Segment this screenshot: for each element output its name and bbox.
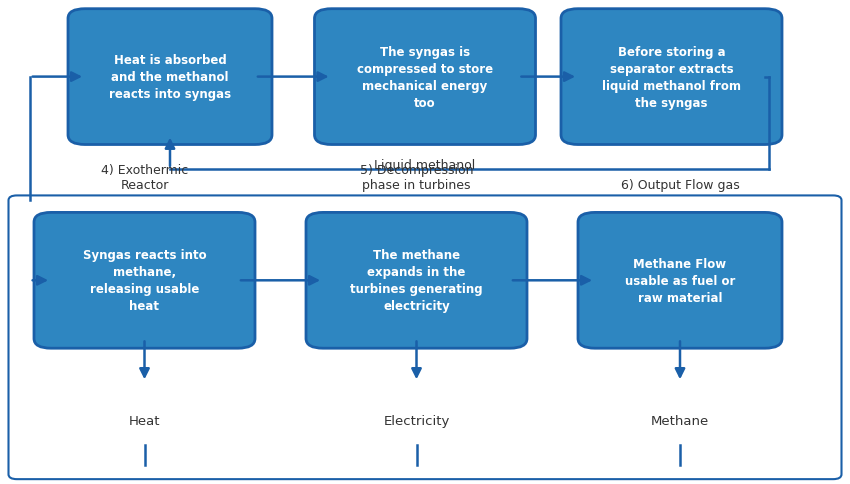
Text: Electricity: Electricity — [383, 415, 450, 427]
FancyBboxPatch shape — [314, 10, 536, 145]
FancyBboxPatch shape — [578, 213, 782, 348]
Text: Heat: Heat — [128, 415, 161, 427]
Text: Methane: Methane — [651, 415, 709, 427]
FancyBboxPatch shape — [306, 213, 527, 348]
Text: 6) Output Flow gas: 6) Output Flow gas — [620, 178, 740, 191]
Text: The syngas is
compressed to store
mechanical energy
too: The syngas is compressed to store mechan… — [357, 45, 493, 109]
Text: Syngas reacts into
methane,
releasing usable
heat: Syngas reacts into methane, releasing us… — [82, 249, 207, 313]
Text: 4) Exothermic
Reactor: 4) Exothermic Reactor — [101, 163, 188, 191]
FancyBboxPatch shape — [34, 213, 255, 348]
Text: Before storing a
separator extracts
liquid methanol from
the syngas: Before storing a separator extracts liqu… — [602, 45, 741, 109]
Text: Methane Flow
usable as fuel or
raw material: Methane Flow usable as fuel or raw mater… — [625, 257, 735, 304]
Text: Heat is absorbed
and the methanol
reacts into syngas: Heat is absorbed and the methanol reacts… — [109, 54, 231, 101]
Text: The methane
expands in the
turbines generating
electricity: The methane expands in the turbines gene… — [350, 249, 483, 313]
FancyBboxPatch shape — [8, 196, 842, 479]
Text: 5) Decompression
phase in turbines: 5) Decompression phase in turbines — [360, 163, 473, 191]
FancyBboxPatch shape — [68, 10, 272, 145]
FancyBboxPatch shape — [561, 10, 782, 145]
Text: Liquid methanol: Liquid methanol — [374, 159, 476, 172]
